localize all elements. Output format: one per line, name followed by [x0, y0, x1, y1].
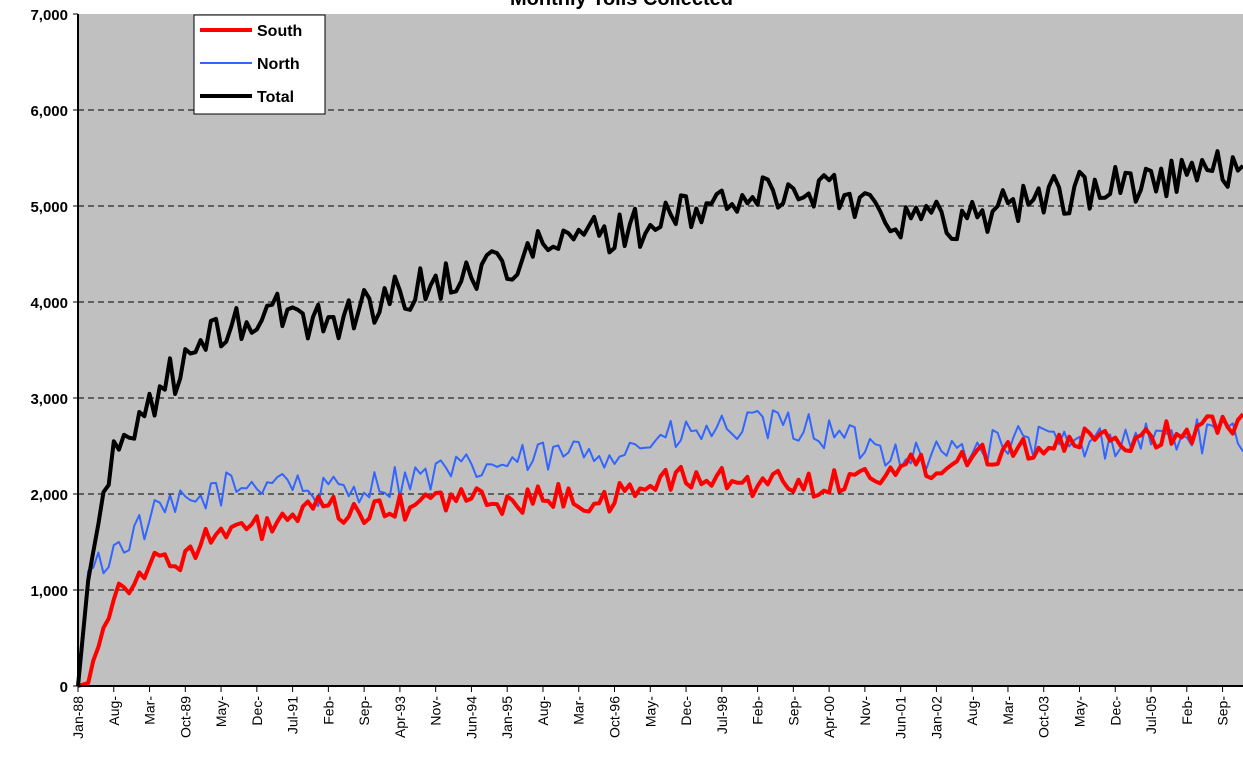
y-tick-label: 4,000	[30, 295, 68, 312]
x-tick-label: Apr-93	[392, 696, 408, 738]
x-tick-label: Sep-	[1215, 696, 1231, 726]
y-tick-label: 3,000	[30, 391, 68, 408]
x-tick-label: Sep-	[356, 696, 372, 726]
x-tick-label: Jun-94	[463, 696, 479, 739]
x-tick-label: Feb-	[320, 696, 336, 725]
x-tick-label: Mar-	[1000, 696, 1016, 725]
x-tick-label: Feb-	[1179, 696, 1195, 725]
legend: South North Total	[193, 14, 326, 115]
y-axis-ticks: 0 1,000 2,000 3,000 4,000 5,000 6,000 7,000	[30, 7, 78, 696]
x-tick-label: May-	[1071, 696, 1087, 727]
x-tick-label: Jul-98	[714, 696, 730, 734]
x-tick-label: Jul-91	[285, 696, 301, 734]
y-tick-label: 2,000	[30, 487, 68, 504]
x-tick-label: Aug-	[106, 696, 122, 726]
y-tick-label: 1,000	[30, 583, 68, 600]
x-tick-label: Nov-	[857, 696, 873, 726]
series-lines	[76, 149, 1243, 688]
y-tick-label: 0	[60, 679, 68, 696]
legend-label-total: Total	[257, 89, 294, 106]
x-tick-label: Dec-	[249, 696, 265, 726]
x-tick-label: Mar-	[571, 696, 587, 725]
x-tick-label: Apr-00	[821, 696, 837, 738]
x-tick-label: Aug-	[535, 696, 551, 726]
x-tick-label: Oct-03	[1036, 696, 1052, 738]
legend-label-north: North	[257, 56, 300, 73]
plot-area	[78, 14, 1243, 686]
x-tick-label: Sep-	[785, 696, 801, 726]
x-tick-label: Jan-88	[70, 696, 86, 739]
x-tick-label: Aug-	[964, 696, 980, 726]
x-axis-ticks: Jan-88 Aug- Mar- Oct-89 May- Dec- Jul-91 Feb- Se…	[70, 686, 1231, 739]
series-line-total	[76, 149, 1243, 687]
x-tick-label: Jan-95	[499, 696, 515, 739]
x-tick-label: Dec-	[1107, 696, 1123, 726]
x-tick-label: Nov-	[428, 696, 444, 726]
x-tick-label: Feb-	[750, 696, 766, 725]
x-tick-label: Jun-01	[893, 696, 909, 739]
x-tick-label: Oct-96	[607, 696, 623, 738]
series-line-north	[77, 409, 1243, 687]
axes	[77, 14, 1243, 687]
x-tick-label: Mar-	[142, 696, 158, 725]
y-tick-label: 7,000	[30, 7, 68, 24]
x-tick-label: May-	[213, 696, 229, 727]
chart-title: Monthly Tolls Collected	[0, 0, 1243, 11]
x-tick-label: Dec-	[678, 696, 694, 726]
series-line-south	[77, 412, 1243, 688]
x-tick-label: May-	[642, 696, 658, 727]
y-tick-label: 5,000	[30, 199, 68, 216]
x-tick-label: Jan-02	[928, 696, 944, 739]
x-tick-label: Jul-05	[1143, 696, 1159, 734]
legend-label-south: South	[257, 23, 302, 40]
y-tick-label: 6,000	[30, 103, 68, 120]
x-tick-label: Oct-89	[177, 696, 193, 738]
